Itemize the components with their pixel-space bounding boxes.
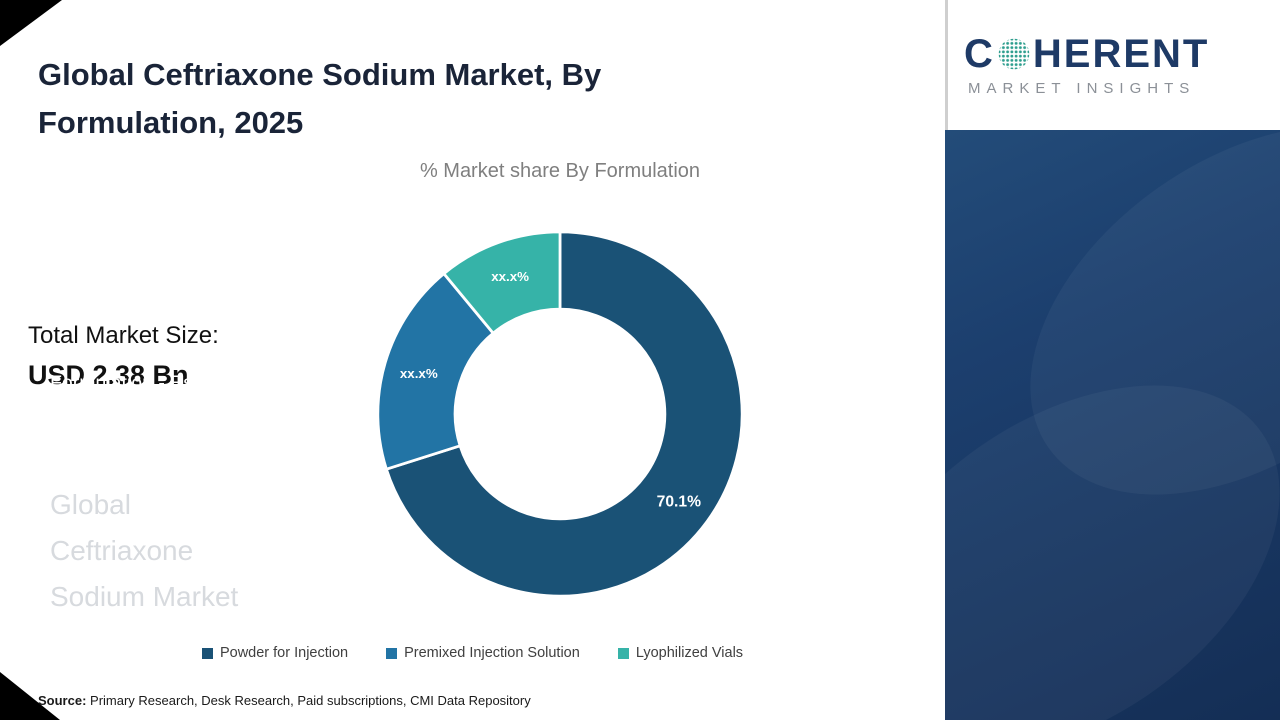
legend-label: Premixed Injection Solution bbox=[404, 645, 580, 661]
segment-value-label: xx.x% bbox=[491, 269, 529, 284]
donut-segment-2 bbox=[441, 230, 562, 336]
donut-chart: 70.1% xx.x% xx.x% bbox=[376, 230, 744, 598]
legend-label: Lyophilized Vials bbox=[635, 645, 744, 661]
legend-item-lyophilized-vials: Lyophilized Vials bbox=[617, 645, 744, 661]
total-market-size-block: Total Market Size: USD 2.38 Bn bbox=[28, 322, 219, 391]
source-text: Primary Research, Desk Research, Paid su… bbox=[86, 693, 531, 708]
highlight-stat-description: Powder for Injection Formulation - Estim… bbox=[50, 340, 288, 458]
source-prefix: Source: bbox=[38, 693, 87, 708]
legend-label: Powder for Injection bbox=[219, 645, 349, 661]
legend-swatch-icon bbox=[617, 647, 629, 659]
coherent-globe-icon bbox=[998, 38, 1030, 69]
legend-swatch-icon bbox=[386, 647, 398, 659]
highlight-stat-rest: Formulation - Estimated Market Revenue S… bbox=[50, 372, 257, 453]
total-market-size-label: Total Market Size: bbox=[28, 322, 219, 349]
legend-item-powder-for-injection: Powder for Injection bbox=[201, 645, 349, 661]
top-left-corner-accent bbox=[0, 0, 62, 46]
logo-text-post: HERENT bbox=[1032, 31, 1210, 76]
legend-item-premixed-injection-solution: Premixed Injection Solution bbox=[386, 645, 580, 661]
chart-legend: Powder for Injection Premixed Injection … bbox=[0, 645, 945, 661]
segment-value-label: 70.1% bbox=[657, 493, 701, 510]
sidebar-divider bbox=[50, 453, 242, 455]
segment-value-label: xx.x% bbox=[400, 366, 438, 381]
donut-chart-container: 70.1% xx.x% xx.x% bbox=[376, 230, 744, 598]
logo-tagline: MARKET INSIGHTS bbox=[968, 79, 1196, 97]
page-title: Global Ceftriaxone Sodium Market, By For… bbox=[38, 56, 602, 140]
donut-segment-1 bbox=[376, 271, 496, 471]
total-market-size-value: USD 2.38 Bn bbox=[28, 360, 189, 390]
coherent-logo: C HERENT bbox=[964, 34, 1280, 74]
legend-swatch-icon bbox=[201, 647, 213, 659]
source-attribution: Source: Primary Research, Desk Research,… bbox=[38, 693, 531, 708]
logo-text-pre: C bbox=[964, 31, 995, 76]
donut-segment-0 bbox=[384, 230, 744, 598]
highlight-stat-value: 70.1% bbox=[50, 261, 184, 314]
highlight-stat-segment: Powder for Injection bbox=[50, 342, 238, 365]
brand-logo-area: C HERENT MARKET INSIGHTS bbox=[945, 0, 1280, 130]
chart-title: % Market share By Formulation bbox=[419, 160, 701, 182]
sidebar-market-title: Global Ceftriaxone Sodium Market bbox=[50, 489, 239, 612]
